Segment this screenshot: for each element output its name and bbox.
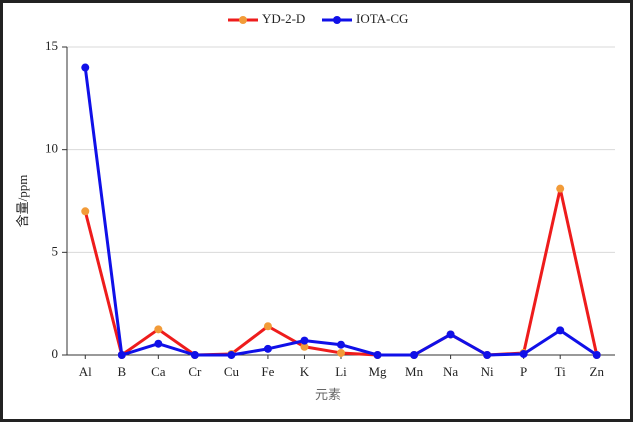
data-point	[337, 340, 345, 349]
data-point	[592, 351, 601, 359]
x-tick-label: Mn	[405, 364, 424, 379]
y-tick-label: 10	[45, 141, 58, 156]
x-axis-label: 元素	[315, 387, 341, 402]
x-tick-label: Na	[443, 364, 458, 379]
x-tick-label: Mg	[369, 364, 388, 379]
data-point	[556, 326, 565, 335]
data-point	[117, 351, 126, 359]
data-point	[410, 351, 419, 359]
x-tick-label: Ni	[481, 364, 494, 379]
legend-label: YD-2-D	[262, 11, 305, 26]
data-point	[300, 342, 309, 351]
x-tick-label: Ca	[151, 364, 166, 379]
data-point	[446, 330, 455, 339]
x-tick-label: P	[520, 364, 527, 379]
y-axis-label: 含量/ppm	[15, 175, 30, 228]
y-tick-label: 0	[52, 346, 59, 361]
legend-marker	[239, 16, 247, 24]
legend-marker	[333, 16, 341, 24]
data-point	[81, 207, 90, 216]
x-tick-label: K	[300, 364, 310, 379]
x-tick-label: Al	[79, 364, 92, 379]
data-point	[154, 339, 163, 348]
x-tick-label: Zn	[590, 364, 605, 379]
data-point	[373, 351, 382, 359]
data-point	[300, 336, 309, 345]
data-point	[519, 349, 528, 358]
x-tick-label: B	[117, 364, 126, 379]
data-point	[263, 344, 272, 353]
data-point	[154, 325, 163, 334]
x-tick-label: Ti	[555, 364, 566, 379]
data-point	[556, 184, 565, 193]
data-point	[190, 351, 199, 359]
x-tick-label: Cr	[188, 364, 202, 379]
y-tick-label: 5	[52, 243, 59, 258]
legend-label: IOTA-CG	[356, 11, 408, 26]
x-tick-label: Cu	[224, 364, 240, 379]
data-point	[483, 351, 492, 359]
x-tick-label: Li	[335, 364, 347, 379]
x-tick-label: Fe	[261, 364, 274, 379]
data-point	[337, 348, 345, 357]
data-point	[81, 63, 90, 72]
data-point	[263, 322, 272, 331]
y-tick-label: 15	[45, 38, 58, 53]
data-point	[227, 351, 236, 359]
